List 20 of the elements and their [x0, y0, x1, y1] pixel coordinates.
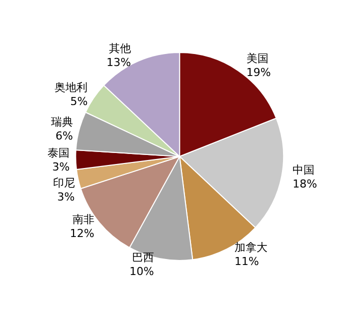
- data-label: 6%: [55, 130, 73, 143]
- data-label: 12%: [70, 227, 94, 240]
- data-label: 5%: [70, 95, 88, 108]
- data-label: 3%: [57, 190, 75, 204]
- data-label: 3%: [52, 160, 70, 174]
- slice-label: 巴西: [132, 251, 154, 264]
- slice-label: 瑞典: [50, 116, 73, 129]
- slice-label: 加拿大: [234, 240, 268, 254]
- data-label: 10%: [130, 265, 154, 278]
- slice-label: 奥地利: [54, 81, 88, 94]
- slice-label: 南非: [72, 213, 94, 226]
- slice-label: 中国: [292, 164, 315, 177]
- data-label: 19%: [246, 66, 271, 80]
- slice-label: 美国: [246, 52, 268, 66]
- data-label: 13%: [106, 56, 131, 70]
- slice-label: 印尼: [52, 176, 75, 190]
- data-label: 11%: [234, 254, 259, 268]
- slice-label: 其他: [108, 42, 131, 56]
- data-label: 18%: [292, 178, 318, 191]
- slice-label: 泰国: [48, 146, 70, 160]
